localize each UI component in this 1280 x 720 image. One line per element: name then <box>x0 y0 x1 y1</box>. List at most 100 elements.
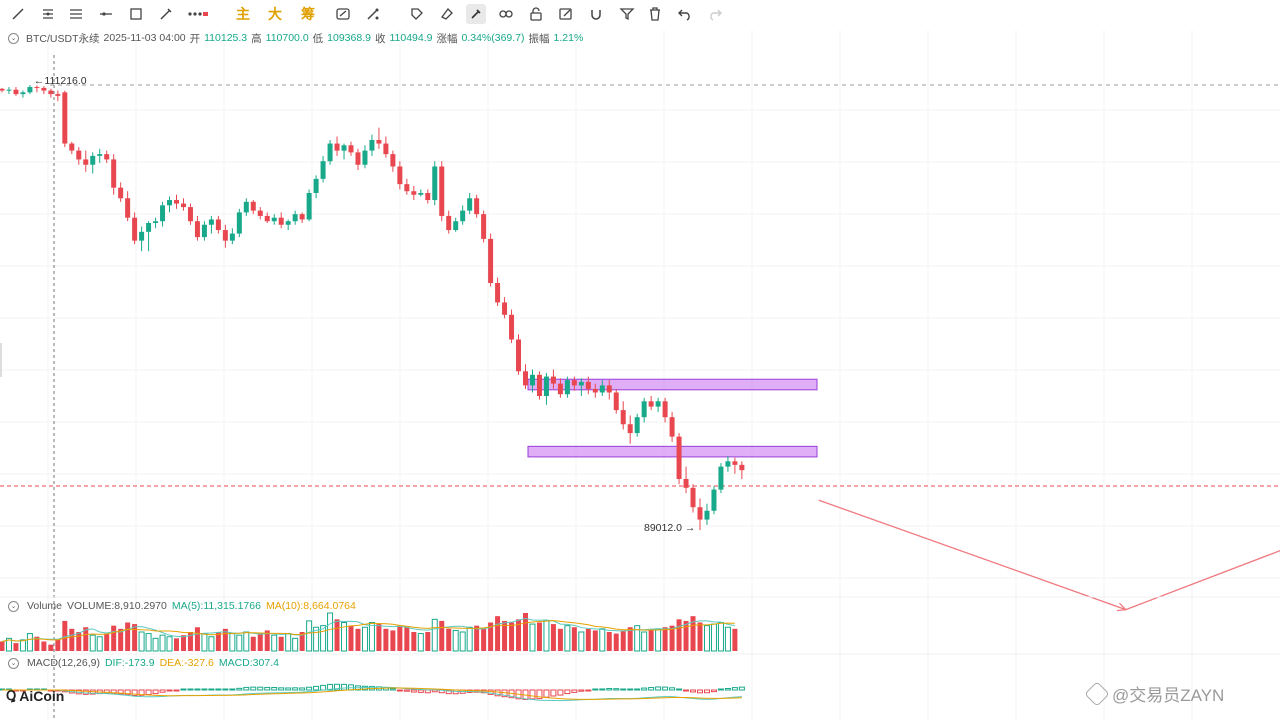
volume-label[interactable]: Volume <box>27 600 63 612</box>
projection-path <box>818 499 1280 611</box>
select-cursor-icon[interactable] <box>466 4 486 24</box>
support-resistance-zone <box>527 378 818 391</box>
volume-bar <box>132 624 138 651</box>
aicoin-logo-text: AiCoin <box>19 688 65 704</box>
redo-icon <box>705 4 725 24</box>
low-value: 109368.9 <box>327 32 371 44</box>
candle-body <box>543 376 549 397</box>
volume-bar <box>585 628 591 651</box>
macd-histogram-bar <box>585 689 592 692</box>
candle-body <box>739 464 745 471</box>
macd-histogram-bar <box>683 689 690 692</box>
volume-bar <box>271 634 278 652</box>
lock-icon[interactable] <box>526 4 546 24</box>
candle-body <box>529 374 535 386</box>
volume-bar <box>431 618 438 652</box>
candle-body <box>0 88 5 91</box>
macd-histogram-bar <box>313 685 320 691</box>
candle-body <box>236 212 242 234</box>
erase-icon[interactable] <box>437 4 457 24</box>
filter-icon[interactable] <box>617 4 637 24</box>
candle-body <box>606 385 612 393</box>
candle-body <box>125 198 131 218</box>
edit-icon[interactable] <box>556 4 576 24</box>
volume-ma10: MA(10):8,664.0764 <box>265 600 356 612</box>
horizontal-lines-icon[interactable] <box>66 4 86 24</box>
macd-histogram-bar <box>292 687 299 691</box>
volume-bar <box>404 627 410 651</box>
volume-bar <box>550 624 556 651</box>
volume-bar <box>376 624 382 651</box>
candle-body <box>62 92 68 144</box>
macd-histogram-bar <box>361 685 368 691</box>
volume-bar <box>327 612 334 652</box>
candle-body <box>718 466 724 490</box>
macd-histogram-bar <box>334 683 341 691</box>
macd-histogram-bar <box>676 688 683 691</box>
volume-bar <box>529 623 536 652</box>
candle-body <box>523 371 528 386</box>
macd-histogram-bar <box>592 688 599 691</box>
chain-icon[interactable] <box>496 4 516 24</box>
macd-dea-line <box>1 687 742 700</box>
rectangle-icon[interactable] <box>126 4 146 24</box>
candle-body <box>432 166 438 201</box>
volume-bar <box>138 631 145 652</box>
main-indicator-button[interactable]: 主 <box>236 6 250 22</box>
volume-bar <box>306 620 313 652</box>
volume-bar <box>599 628 606 652</box>
tag-icon[interactable] <box>407 4 427 24</box>
parallel-lines-icon[interactable] <box>38 4 58 24</box>
magnet-icon[interactable] <box>586 4 606 24</box>
macd-histogram-bar <box>236 687 243 691</box>
delete-icon[interactable] <box>645 4 665 24</box>
low-label: 低 <box>312 32 324 45</box>
undo-icon[interactable] <box>675 4 695 24</box>
volume-bar <box>361 626 368 652</box>
volume-bar <box>243 631 250 652</box>
macd-histogram-bar <box>278 687 285 691</box>
candle-body <box>474 198 480 215</box>
side-panel-handle[interactable] <box>0 343 2 377</box>
volume-bar <box>536 622 542 651</box>
volume-bar <box>662 627 668 651</box>
macd-histogram-bar <box>180 688 187 691</box>
candle-body <box>6 89 12 91</box>
macd-collapse-icon[interactable]: ⌄ <box>8 657 19 669</box>
volume-bar <box>76 632 82 651</box>
macd-histogram-bar <box>487 689 494 695</box>
candle-body <box>655 401 661 407</box>
macd-histogram-bar <box>208 688 215 691</box>
more-tools-icon[interactable] <box>186 4 212 24</box>
macd-label[interactable]: MACD(12,26,9) <box>27 657 100 669</box>
symbol-name[interactable]: BTC/USDT永续 <box>26 32 100 45</box>
candle-body <box>153 221 159 223</box>
open-label: 开 <box>189 32 201 45</box>
draw-style-icon[interactable] <box>363 4 383 24</box>
screenshot-icon[interactable] <box>333 4 353 24</box>
volume-bar <box>69 628 75 651</box>
volume-bar <box>348 625 354 651</box>
trend-line-icon[interactable] <box>8 4 28 24</box>
candle-body <box>243 201 249 213</box>
collapse-icon[interactable]: ⌄ <box>8 32 19 44</box>
pencil-icon[interactable] <box>156 4 176 24</box>
volume-bar <box>481 628 487 651</box>
candle-body <box>13 89 19 95</box>
candle-body <box>404 184 410 192</box>
macd-histogram-bar <box>229 688 236 691</box>
candle-body <box>697 507 703 520</box>
macd-histogram-bar <box>662 686 669 691</box>
large-order-button[interactable]: 大 <box>268 6 282 22</box>
candle-body <box>502 302 508 315</box>
horizontal-ray-icon[interactable] <box>96 4 116 24</box>
candle-body <box>327 143 333 162</box>
volume-bar <box>292 637 299 652</box>
volume-bar <box>683 620 689 651</box>
volume-bar <box>509 622 515 651</box>
chip-distribution-button[interactable]: 筹 <box>301 6 315 22</box>
macd-histogram-bar <box>243 686 250 691</box>
ohlc-info-bar: ⌄ BTC/USDT永续 2025-11-03 04:00 开 110125.3 … <box>8 31 583 45</box>
volume-collapse-icon[interactable]: ⌄ <box>8 600 19 612</box>
